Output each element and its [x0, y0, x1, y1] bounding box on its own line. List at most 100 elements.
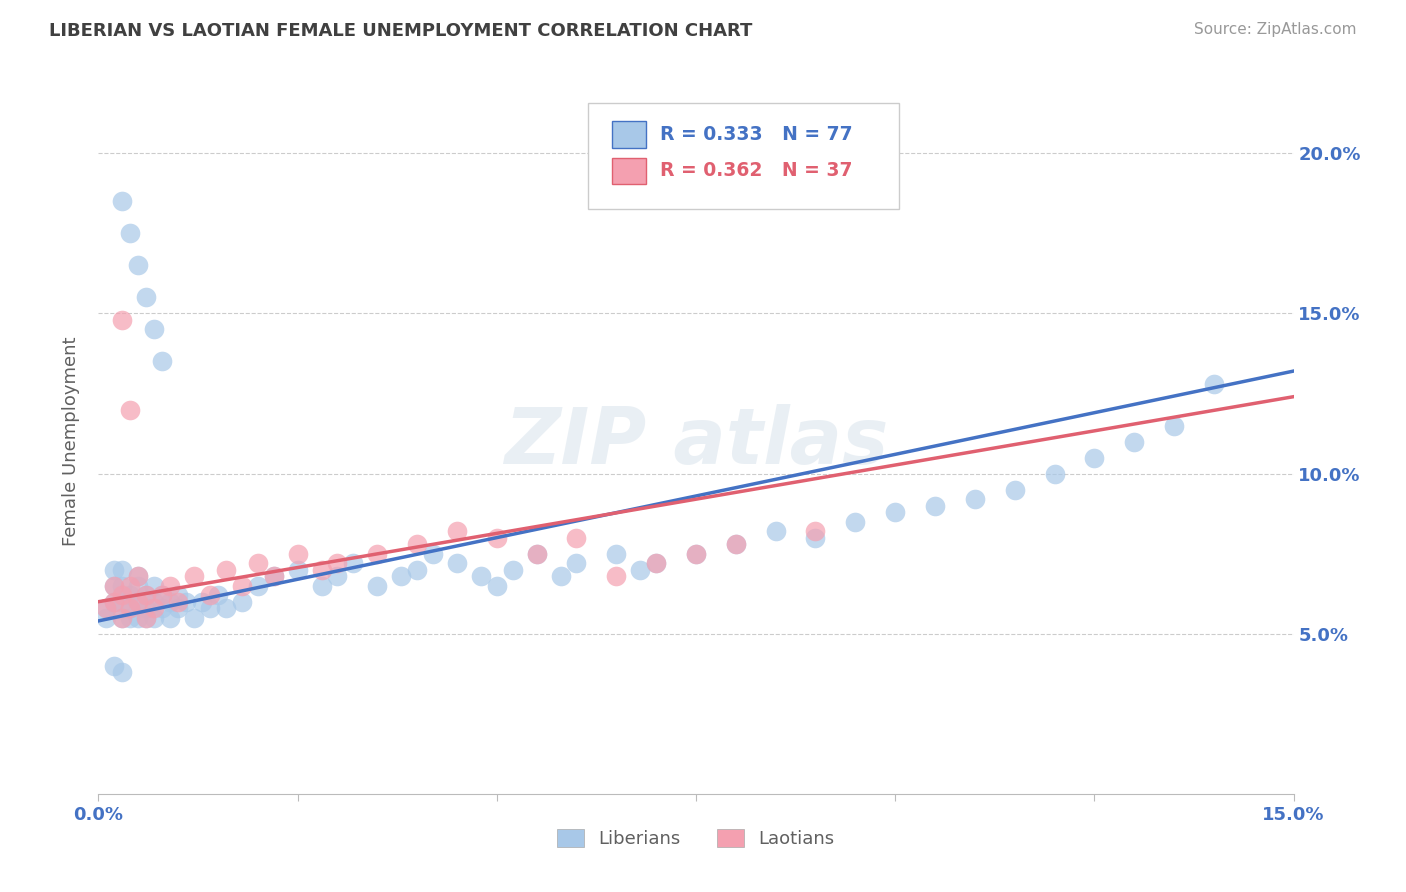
Point [127, 595, 149, 609]
Point [550, 569, 572, 583]
Legend: Liberians, Laotians: Liberians, Laotians [550, 822, 842, 855]
Text: R = 0.362   N = 37: R = 0.362 N = 37 [661, 161, 852, 180]
Point [103, 579, 125, 593]
Point [143, 601, 166, 615]
FancyBboxPatch shape [613, 121, 645, 148]
Point [526, 547, 548, 561]
Point [389, 569, 412, 583]
Point [1202, 376, 1225, 391]
FancyBboxPatch shape [589, 103, 900, 209]
Text: ZIP atlas: ZIP atlas [503, 403, 889, 480]
Point [804, 531, 827, 545]
Text: Source: ZipAtlas.com: Source: ZipAtlas.com [1194, 22, 1357, 37]
Point [111, 610, 134, 624]
Point [103, 595, 125, 609]
Point [159, 579, 181, 593]
Point [111, 194, 134, 209]
Point [263, 569, 285, 583]
Point [963, 492, 986, 507]
Point [924, 499, 946, 513]
Point [326, 556, 349, 570]
Point [120, 588, 142, 602]
Point [96, 601, 118, 615]
Point [167, 588, 190, 602]
Point [1123, 434, 1146, 449]
Point [366, 547, 388, 561]
Point [120, 610, 142, 624]
Point [1004, 483, 1026, 497]
Point [685, 547, 707, 561]
Point [96, 601, 118, 615]
Point [135, 601, 157, 615]
Point [183, 610, 205, 624]
Point [485, 579, 508, 593]
Point [143, 610, 166, 624]
Point [198, 601, 221, 615]
Point [246, 579, 269, 593]
Point [127, 569, 149, 583]
Point [120, 579, 142, 593]
Point [103, 595, 125, 609]
Point [565, 531, 588, 545]
Y-axis label: Female Unemployment: Female Unemployment [62, 337, 80, 546]
Point [183, 569, 205, 583]
Point [167, 595, 190, 609]
Point [135, 588, 157, 602]
Point [174, 595, 197, 609]
Point [103, 579, 125, 593]
Point [111, 563, 134, 577]
Point [645, 556, 668, 570]
Point [406, 537, 429, 551]
Point [263, 569, 285, 583]
Point [526, 547, 548, 561]
Point [231, 579, 253, 593]
Point [1043, 467, 1066, 481]
FancyBboxPatch shape [613, 158, 645, 185]
Point [111, 588, 134, 602]
Point [287, 547, 309, 561]
Point [215, 563, 238, 577]
Point [470, 569, 492, 583]
Point [645, 556, 668, 570]
Point [159, 595, 181, 609]
Point [143, 322, 166, 336]
Point [765, 524, 787, 539]
Point [120, 601, 142, 615]
Point [135, 610, 157, 624]
Point [159, 610, 181, 624]
Point [127, 569, 149, 583]
Point [198, 588, 221, 602]
Text: LIBERIAN VS LAOTIAN FEMALE UNEMPLOYMENT CORRELATION CHART: LIBERIAN VS LAOTIAN FEMALE UNEMPLOYMENT … [49, 22, 752, 40]
Point [207, 588, 229, 602]
Point [406, 563, 429, 577]
Text: R = 0.333   N = 77: R = 0.333 N = 77 [661, 125, 853, 144]
Point [422, 547, 444, 561]
Point [150, 588, 173, 602]
Point [287, 563, 309, 577]
Point [342, 556, 364, 570]
Point [191, 595, 214, 609]
Point [311, 563, 333, 577]
Point [127, 595, 149, 609]
Point [685, 547, 707, 561]
Point [884, 505, 907, 519]
Point [724, 537, 747, 551]
Point [605, 547, 627, 561]
Point [127, 610, 149, 624]
Point [120, 601, 142, 615]
Point [111, 579, 134, 593]
Point [135, 610, 157, 624]
Point [1083, 450, 1105, 465]
Point [485, 531, 508, 545]
Point [96, 610, 118, 624]
Point [150, 601, 173, 615]
Point [215, 601, 238, 615]
Point [143, 579, 166, 593]
Point [111, 313, 134, 327]
Point [231, 595, 253, 609]
Point [111, 595, 134, 609]
Point [143, 595, 166, 609]
Point [724, 537, 747, 551]
Point [446, 556, 468, 570]
Point [565, 556, 588, 570]
